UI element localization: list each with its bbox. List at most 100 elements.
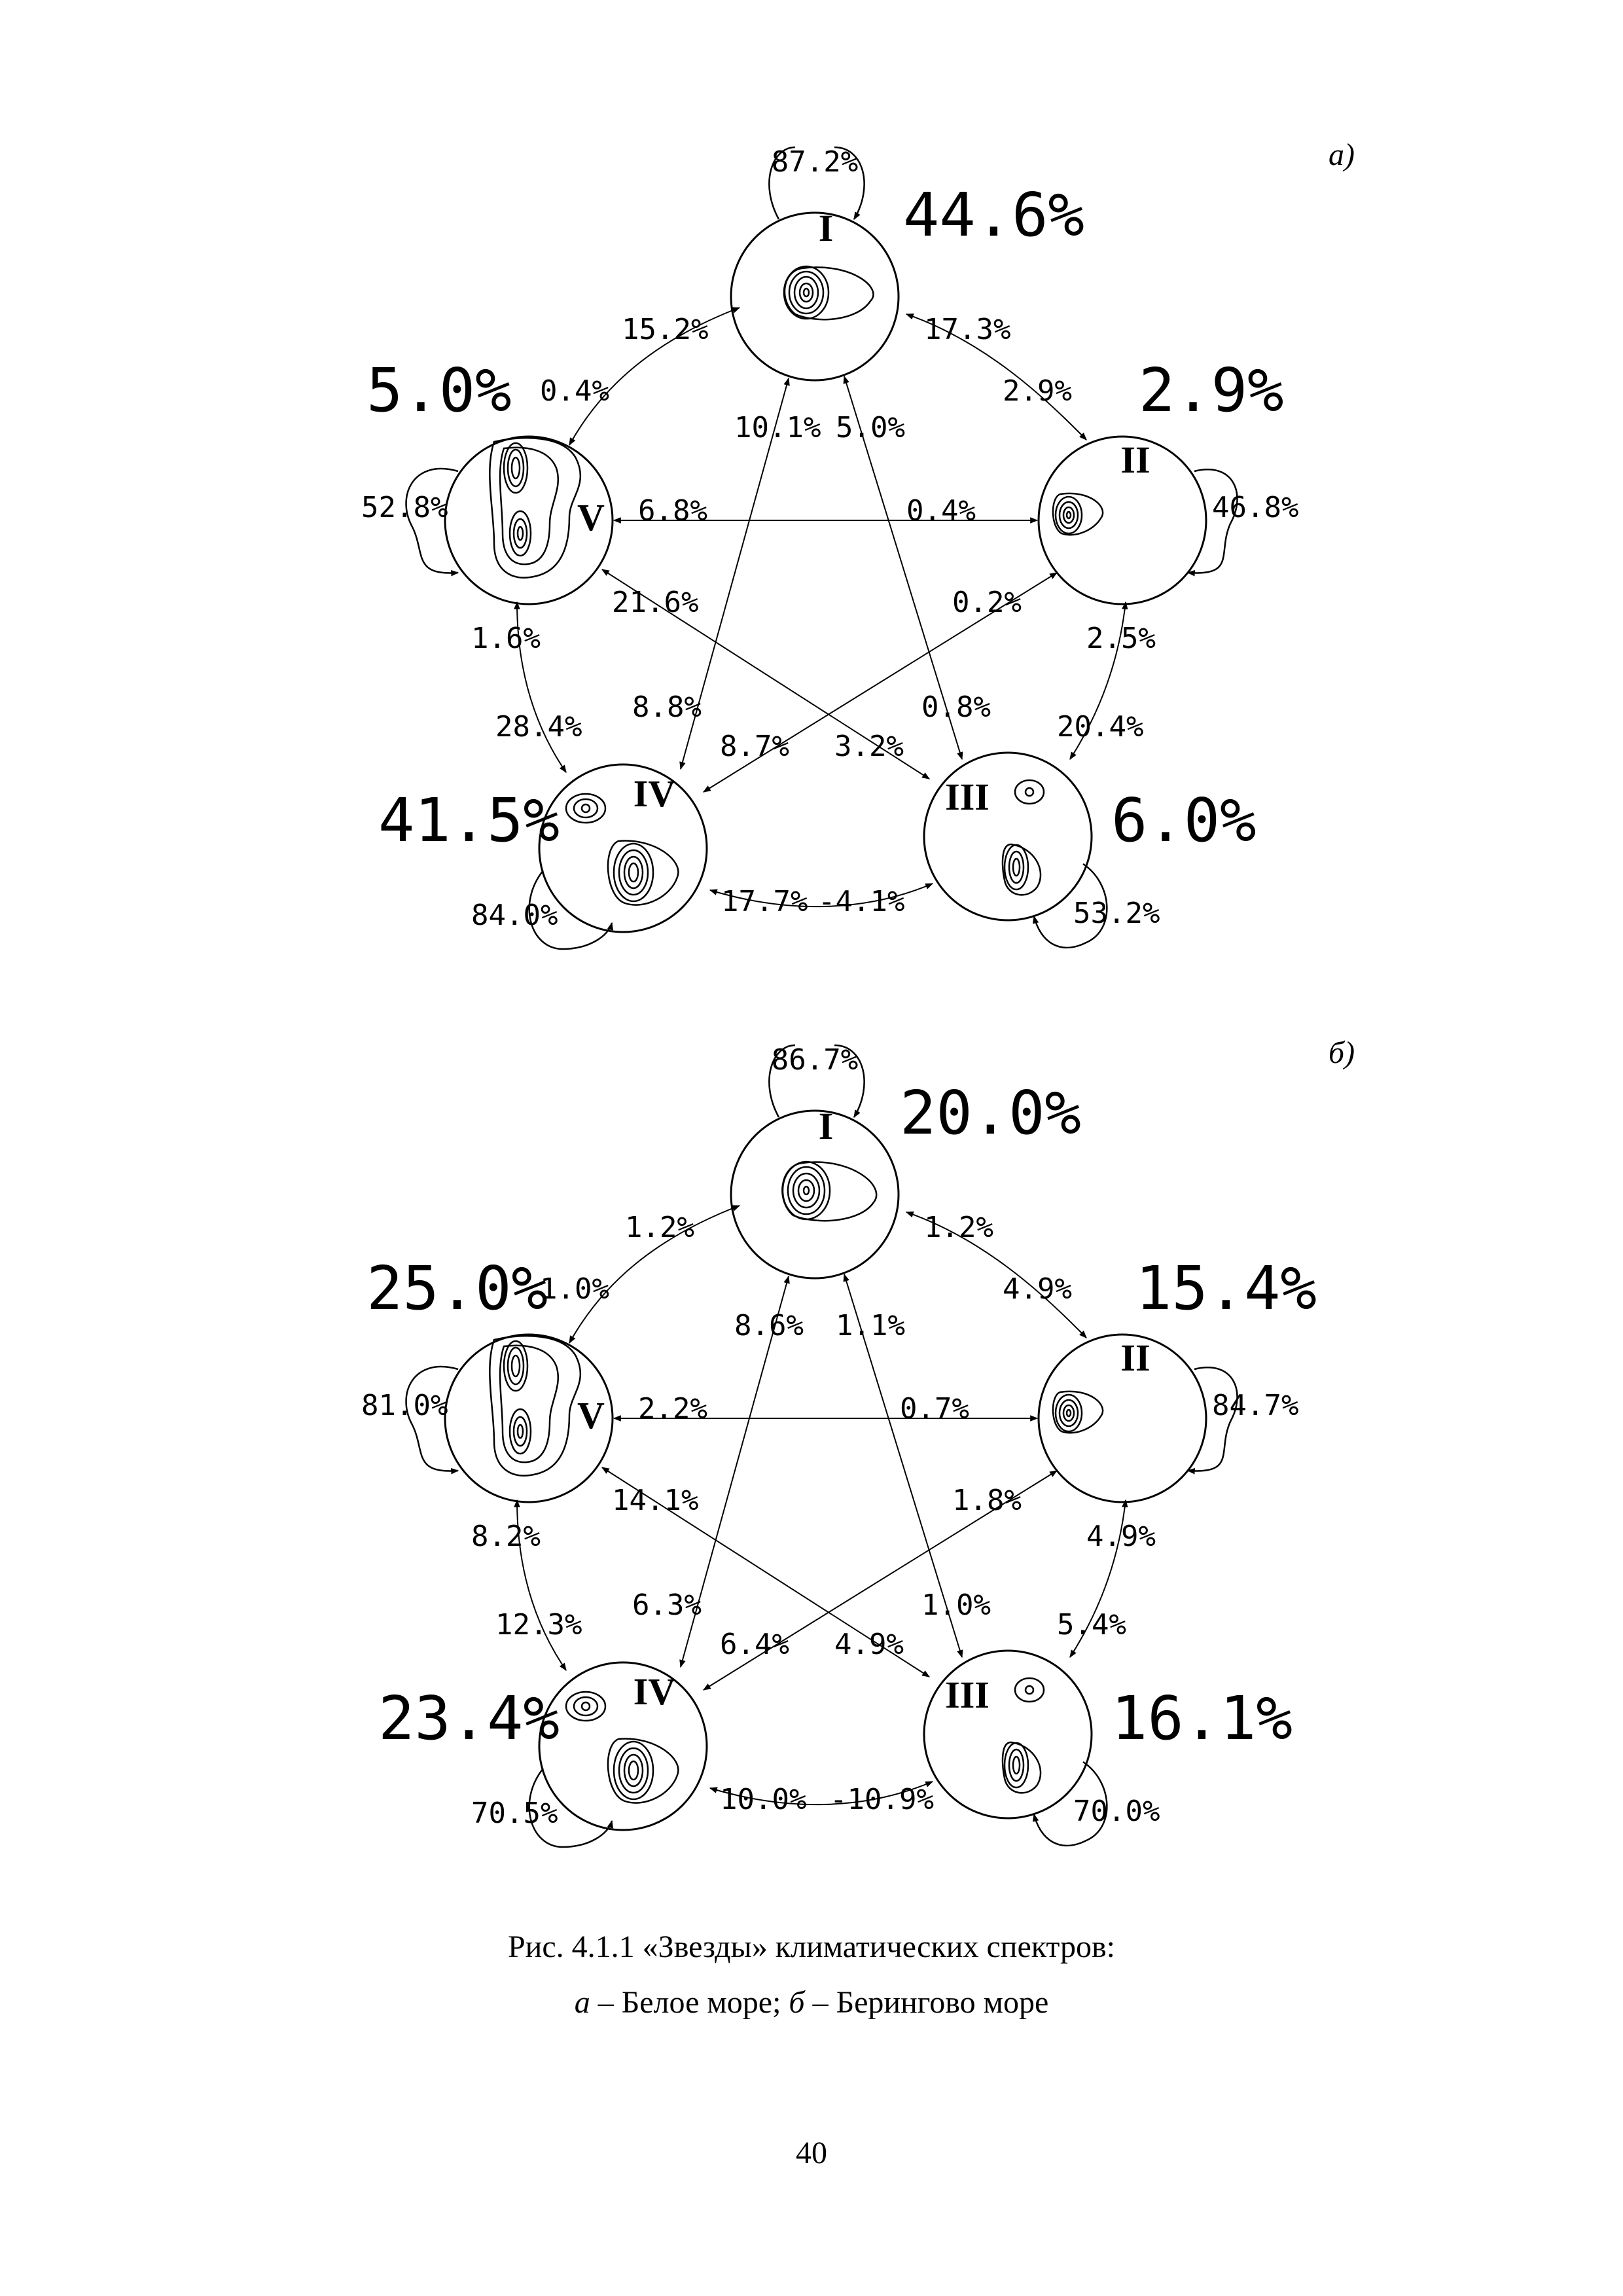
panel-b-label-V-IV: 8.2% [471, 1520, 541, 1553]
panel-a-self-II: 46.8% [1212, 491, 1298, 524]
panel-a-numeral-IV: IV [633, 772, 676, 815]
panel-b-contour-II [1052, 1390, 1104, 1434]
caption-b-text: – Берингово море [805, 1985, 1049, 2020]
panel-a-self-loop-IV [528, 870, 614, 950]
panel-b-self-IV: 70.5% [471, 1797, 558, 1830]
panel-a-label-I-III: 5.0% [836, 411, 905, 444]
panel-b-contour-III [1001, 1677, 1045, 1794]
panel-a-contour-V [489, 437, 582, 579]
panel-b-label-II-III: 4.9% [1086, 1520, 1156, 1553]
panel-a-share-V: 5.0% [366, 355, 512, 425]
panel-a-self-loop-V [405, 467, 459, 577]
panel-b-edge-II-III [1069, 1499, 1128, 1659]
panel-b-self-loop-I [768, 1044, 865, 1117]
panel-a-label-V-I: 0.4% [540, 374, 609, 408]
panel-a-share-II: 2.9% [1139, 355, 1284, 425]
panel-a-numeral-I: I [819, 207, 834, 249]
panel-b-self-loop-V [405, 1365, 459, 1475]
panel-b-label-IV-V: 12.3% [495, 1608, 582, 1641]
panel-a-contour-IV [565, 793, 679, 906]
panel-a-label-II-I: 2.9% [1003, 374, 1072, 408]
panel-b-label-IV-II: 6.4% [720, 1628, 789, 1661]
panel-b-edge-V-IV [514, 1499, 567, 1671]
panel-a-label-I-II: 17.3% [924, 313, 1010, 346]
panel-a-share-III: 6.0% [1111, 785, 1257, 855]
panel-b-contour-V [489, 1335, 582, 1477]
panel-b-label-I-II: 1.2% [924, 1211, 993, 1244]
panel-a-label-II-III: 2.5% [1086, 622, 1156, 655]
panel-b-self-loop-IV [528, 1768, 614, 1848]
panel-b-label-III-IV: -10.9% [830, 1783, 934, 1816]
panel-b-label-I-III: 1.1% [836, 1309, 905, 1342]
panel-a-numeral-II: II [1120, 439, 1150, 481]
panel-b-numeral-III: III [945, 1674, 990, 1716]
panel-a-contour-II [1052, 492, 1104, 536]
panel-b-label-IV-I: 6.3% [632, 1588, 702, 1622]
panel-a-label-III-I: 0.8% [921, 691, 991, 724]
panel-a-edge-V-IV [514, 601, 567, 773]
panel-a-edge-IV-III [709, 883, 934, 908]
panel-a-edge-II-IV [702, 572, 1058, 793]
panel-a-share-IV: 41.5% [378, 785, 560, 855]
panel-a-label-IV-V: 28.4% [495, 710, 582, 744]
panel-a-label-V-II: 6.8% [638, 494, 707, 528]
panel-b-self-II: 84.7% [1212, 1389, 1298, 1422]
panel-a-label-IV-III: 17.7% [721, 885, 808, 918]
panel-b-label-II-V: 0.7% [900, 1392, 969, 1426]
panel-a-tag: а) [1329, 137, 1355, 172]
panel-a: а) [361, 137, 1355, 950]
panel-a-self-loop-I [768, 146, 865, 219]
panel-b-numeral-V: V [577, 1394, 605, 1437]
panel-b-self-V: 81.0% [361, 1389, 448, 1422]
panel-a-label-II-IV: 0.2% [952, 586, 1022, 619]
caption-b-letter: б [789, 1985, 806, 2020]
panel-b: б) [361, 1035, 1355, 1848]
panel-b-label-III-I: 1.0% [921, 1588, 991, 1622]
caption-a-text: – Белое море; [590, 1985, 789, 2020]
panel-b-label-V-I: 1.0% [540, 1272, 609, 1306]
panel-b-self-III: 70.0% [1073, 1795, 1160, 1828]
panel-a-label-III-II: 20.4% [1057, 710, 1143, 744]
caption-a-letter: а [575, 1985, 590, 2020]
panel-b-self-loop-III [1032, 1761, 1108, 1847]
panel-b-share-III: 16.1% [1111, 1683, 1293, 1753]
panel-a-label-I-IV: 10.1% [734, 411, 821, 444]
panel-a-contour-III [1001, 779, 1045, 896]
panel-b-edge-I-II [905, 1211, 1087, 1338]
panel-a-label-V-IV: 1.6% [471, 622, 541, 655]
panel-b-label-III-II: 5.4% [1057, 1608, 1126, 1641]
panel-b-node-I [730, 1109, 900, 1280]
panel-a-numeral-V: V [577, 496, 605, 539]
panel-a-label-III-V: 3.2% [834, 730, 904, 763]
panel-b-label-III-V: 4.9% [834, 1628, 904, 1661]
panel-b-share-II: 15.4% [1135, 1253, 1317, 1323]
page-number: 40 [796, 2136, 827, 2170]
panel-b-numeral-IV: IV [633, 1670, 676, 1713]
figure-caption-line1: Рис. 4.1.1 «Звезды» климатических спектр… [508, 1929, 1115, 1964]
panel-a-self-loop-II [1186, 469, 1238, 577]
panel-a-edge-I-V [569, 307, 741, 446]
panel-b-tag: б) [1329, 1035, 1355, 1070]
panel-b-share-V: 25.0% [366, 1253, 548, 1323]
panel-b-label-I-V: 1.2% [625, 1211, 694, 1244]
panel-b-numeral-I: I [819, 1105, 834, 1147]
panel-a-label-IV-II: 8.7% [720, 730, 789, 763]
panel-a-label-II-V: 0.4% [906, 494, 976, 528]
panel-a-edge-I-II [905, 314, 1087, 440]
panel-a-node-I [730, 211, 900, 382]
panel-b-self-loop-II [1186, 1367, 1238, 1475]
panel-b-edge-I-V [569, 1205, 741, 1344]
panel-b-label-II-I: 4.9% [1003, 1272, 1072, 1306]
panel-b-contour-I [781, 1160, 878, 1222]
panel-a-label-I-V: 15.2% [622, 313, 708, 346]
panel-b-edge-II-IV [702, 1470, 1058, 1691]
panel-b-label-II-IV: 1.8% [952, 1484, 1022, 1517]
panel-b-label-I-IV: 8.6% [734, 1309, 804, 1342]
panel-b-label-IV-III: 10.0% [720, 1783, 806, 1816]
panel-a-self-III: 53.2% [1073, 897, 1160, 930]
panel-a-edge-II-III [1069, 601, 1128, 761]
panel-b-label-V-II: 2.2% [638, 1392, 707, 1426]
panel-a-share-I: 44.6% [903, 180, 1084, 250]
